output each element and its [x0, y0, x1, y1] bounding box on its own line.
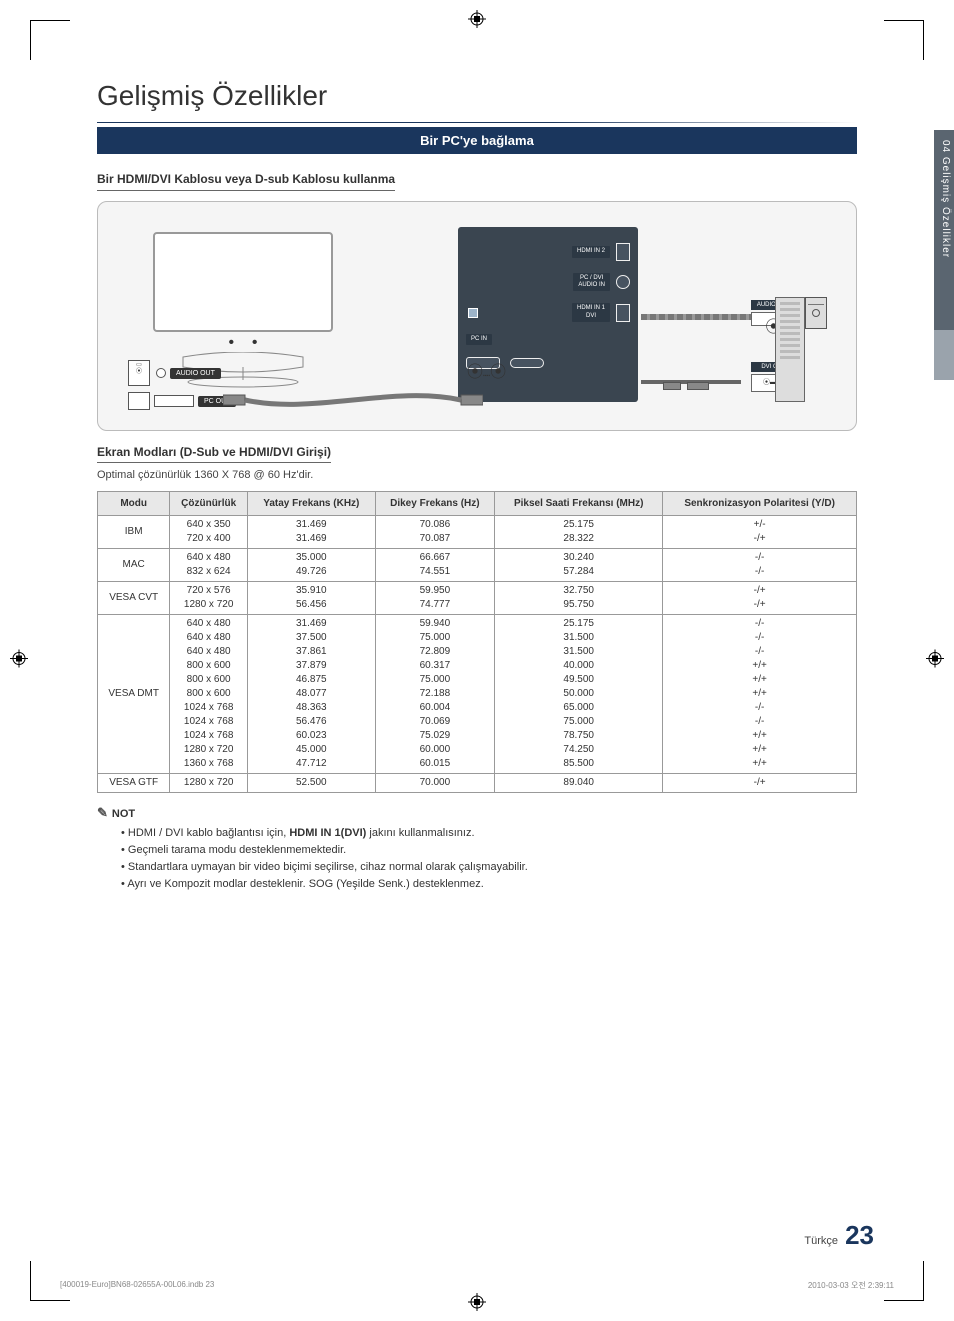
table-cell: VESA CVT: [98, 582, 170, 615]
vga-port-icon: ⦿▪▪▪▪⦿: [466, 357, 500, 369]
table-cell: -/+-/+: [663, 582, 857, 615]
display-modes-table: Modu Çözünürlük Yatay Frekans (KHz) Dike…: [97, 491, 857, 793]
page-title: Gelişmiş Özellikler: [97, 80, 857, 112]
content-area: Gelişmiş Özellikler Bir PC'ye bağlama Bi…: [97, 80, 857, 890]
footer-page-number: 23: [845, 1220, 874, 1250]
table-header: Dikey Frekans (Hz): [375, 492, 495, 516]
table-cell: 31.46937.50037.86137.87946.87548.07748.3…: [247, 615, 375, 774]
table-cell: 640 x 480640 x 480640 x 480800 x 600800 …: [170, 615, 248, 774]
table-header: Senkronizasyon Polaritesi (Y/D): [663, 492, 857, 516]
table-cell: 25.17531.50031.50040.00049.50050.00065.0…: [495, 615, 663, 774]
optimal-resolution-text: Optimal çözünürlük 1360 X 768 @ 60 Hz'di…: [97, 469, 857, 481]
hdmi-port-icon: [616, 243, 630, 261]
page-footer: Türkçe 23: [804, 1220, 874, 1251]
table-cell: 35.00049.726: [247, 549, 375, 582]
table-cell: -/--/--/-+/++/++/+-/--/-+/++/++/+: [663, 615, 857, 774]
note-item: Standartlara uymayan bir video biçimi se…: [121, 861, 857, 873]
table-cell: 25.17528.322: [495, 516, 663, 549]
connection-diagram: • • ▭⦿ AUDIO OUT PC OUT HDM: [97, 201, 857, 431]
power-led-icon: [468, 308, 478, 318]
notes-block: ✎ NOT HDMI / DVI kablo bağlantısı için, H…: [97, 805, 857, 890]
table-row: IBM640 x 350720 x 40031.46931.46970.0867…: [98, 516, 857, 549]
table-header: Yatay Frekans (KHz): [247, 492, 375, 516]
table-cell: 52.500: [247, 774, 375, 793]
footer-language: Türkçe: [804, 1235, 838, 1247]
print-file: [400019-Euro]BN68-02655A-00L06.indb 23: [60, 1280, 214, 1291]
table-row: VESA CVT720 x 5761280 x 72035.91056.4565…: [98, 582, 857, 615]
pc-in-label: PC IN: [466, 334, 492, 345]
registration-mark-icon: [10, 649, 28, 672]
table-cell: MAC: [98, 549, 170, 582]
table-cell: 720 x 5761280 x 720: [170, 582, 248, 615]
table-header: Çözünürlük: [170, 492, 248, 516]
table-row: VESA DMT640 x 480640 x 480640 x 480800 x…: [98, 615, 857, 774]
cable-connectors: [663, 377, 709, 395]
tv-back-panel: HDMI IN 2 PC / DVI AUDIO IN HDMI IN 1 DV…: [458, 227, 638, 402]
table-cell: IBM: [98, 516, 170, 549]
table-cell: +/--/+: [663, 516, 857, 549]
print-timestamp: 2010-03-03 오전 2:39:11: [808, 1280, 894, 1291]
hdmi-port-icon: [616, 304, 630, 322]
audio-out-label: AUDIO OUT: [170, 368, 221, 379]
table-cell: 32.75095.750: [495, 582, 663, 615]
note-heading: NOT: [112, 808, 135, 820]
table-cell: -/+: [663, 774, 857, 793]
registration-mark-icon: [926, 649, 944, 672]
table-cell: -/--/-: [663, 549, 857, 582]
table-cell: 640 x 480832 x 624: [170, 549, 248, 582]
hdmi-slot-icon: [510, 358, 544, 368]
pc-ports-left: ▭⦿ AUDIO OUT PC OUT: [128, 360, 236, 410]
table-row: MAC640 x 480832 x 62435.00049.72666.6677…: [98, 549, 857, 582]
note-item: HDMI / DVI kablo bağlantısı için, HDMI I…: [121, 827, 857, 839]
pc-tower-icon: [751, 297, 831, 407]
table-cell: 59.94075.00072.80960.31775.00072.18860.0…: [375, 615, 495, 774]
chapter-tab: 04 Gelişmiş Özellikler: [934, 130, 954, 330]
section-header: Bir PC'ye bağlama: [97, 127, 857, 154]
registration-mark-icon: [468, 1293, 486, 1311]
print-metadata: [400019-Euro]BN68-02655A-00L06.indb 23 2…: [60, 1280, 894, 1291]
chapter-tab-shadow: [934, 330, 954, 380]
table-cell: 640 x 350720 x 400: [170, 516, 248, 549]
table-header: Piksel Saati Frekansı (MHz): [495, 492, 663, 516]
page: 04 Gelişmiş Özellikler Gelişmiş Özellikl…: [0, 0, 954, 1321]
table-cell: 59.95074.777: [375, 582, 495, 615]
note-item: Geçmeli tarama modu desteklenmemektedir.: [121, 844, 857, 856]
vga-cable: [223, 387, 483, 416]
table-cell: 70.000: [375, 774, 495, 793]
hdmi-in1-dvi-label: HDMI IN 1 DVI: [572, 303, 610, 321]
subheading-display-modes: Ekran Modları (D-Sub ve HDMI/DVI Girişi): [97, 445, 331, 463]
hdmi-in2-label: HDMI IN 2: [572, 246, 610, 257]
subheading-cables: Bir HDMI/DVI Kablosu veya D-sub Kablosu …: [97, 172, 395, 191]
table-cell: VESA DMT: [98, 615, 170, 774]
table-cell: 89.040: [495, 774, 663, 793]
crop-mark: [30, 20, 70, 60]
pc-dvi-audio-label: PC / DVI AUDIO IN: [573, 273, 610, 291]
table-cell: 70.08670.087: [375, 516, 495, 549]
table-cell: 35.91056.456: [247, 582, 375, 615]
table-cell: 30.24057.284: [495, 549, 663, 582]
note-item: Ayrı ve Kompozit modlar desteklenir. SOG…: [121, 878, 857, 890]
crop-mark: [884, 20, 924, 60]
table-cell: 66.66774.551: [375, 549, 495, 582]
table-cell: VESA GTF: [98, 774, 170, 793]
table-row: VESA GTF1280 x 72052.50070.00089.040-/+: [98, 774, 857, 793]
table-cell: 1280 x 720: [170, 774, 248, 793]
audio-jack-icon: [616, 275, 630, 289]
registration-mark-icon: [468, 10, 486, 28]
note-icon: ✎: [97, 805, 108, 820]
table-header: Modu: [98, 492, 170, 516]
table-cell: 31.46931.469: [247, 516, 375, 549]
title-rule: [97, 122, 857, 123]
